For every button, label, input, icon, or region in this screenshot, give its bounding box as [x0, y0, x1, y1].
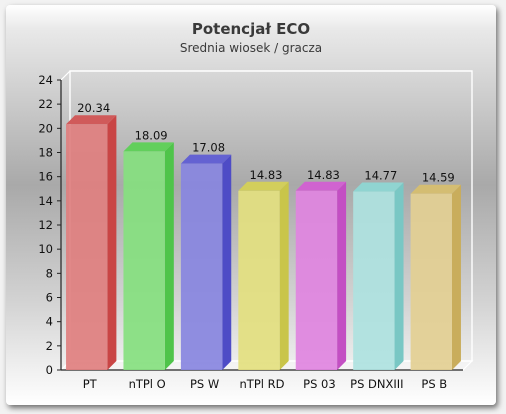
bar — [66, 124, 108, 370]
bar — [295, 190, 338, 370]
y-tick-label: 8 — [46, 266, 53, 280]
data-label: 20.34 — [77, 101, 110, 115]
data-label: 14.59 — [422, 171, 455, 185]
data-label: 14.77 — [364, 169, 397, 183]
y-tick-label: 2 — [46, 339, 53, 353]
bar-side — [107, 115, 117, 370]
bar-top — [238, 181, 289, 191]
y-tick-label: 22 — [38, 97, 53, 111]
bar-side — [222, 154, 232, 370]
x-tick-label: PT — [83, 377, 98, 391]
y-tick-label: 24 — [38, 73, 53, 87]
bar-side — [394, 182, 404, 370]
data-label: 14.83 — [250, 168, 283, 182]
y-tick-label: 18 — [38, 146, 53, 160]
y-tick-label: 12 — [38, 218, 53, 232]
bar-side — [337, 181, 347, 370]
x-tick-label: PS B — [421, 377, 447, 391]
y-tick-label: 6 — [46, 291, 53, 305]
bar-side — [164, 142, 174, 370]
data-label: 14.83 — [307, 168, 340, 182]
bar-top — [66, 115, 117, 125]
chart-title: Potencjał ECO — [192, 20, 310, 38]
y-tick-label: 10 — [38, 242, 53, 256]
x-tick-label: nTPl RD — [240, 377, 285, 391]
chart-frame: Potencjał ECO Srednia wiosek / gracza 0 2… — [6, 5, 496, 405]
bar — [180, 163, 223, 370]
bar-side — [451, 184, 461, 370]
bar-top — [295, 181, 347, 191]
bar — [123, 151, 165, 370]
x-tick-label: PS 03 — [303, 377, 336, 391]
bar-top — [123, 142, 174, 152]
bar-top — [353, 182, 404, 192]
bar-side — [279, 181, 289, 370]
y-tick-label: 20 — [38, 121, 53, 135]
data-label: 17.08 — [192, 141, 225, 155]
y-tick-label: 4 — [46, 315, 53, 329]
bar — [353, 191, 395, 370]
data-label: 18.09 — [135, 128, 168, 142]
bar-chart: Potencjał ECO Srednia wiosek / gracza 0 2… — [6, 5, 496, 405]
bar — [410, 193, 452, 370]
x-tick-label: PS W — [190, 377, 219, 391]
x-tick-label: PS DNXIII — [350, 377, 403, 391]
bar-top — [180, 154, 232, 164]
bar-top — [410, 184, 461, 194]
chart-subtitle: Srednia wiosek / gracza — [180, 41, 322, 55]
y-tick-label: 16 — [38, 170, 53, 184]
y-tick-label: 14 — [38, 194, 53, 208]
x-tick-label: nTPl O — [129, 377, 166, 391]
bar — [238, 190, 280, 370]
y-tick-label: 0 — [46, 363, 53, 377]
box-edge — [60, 70, 71, 81]
